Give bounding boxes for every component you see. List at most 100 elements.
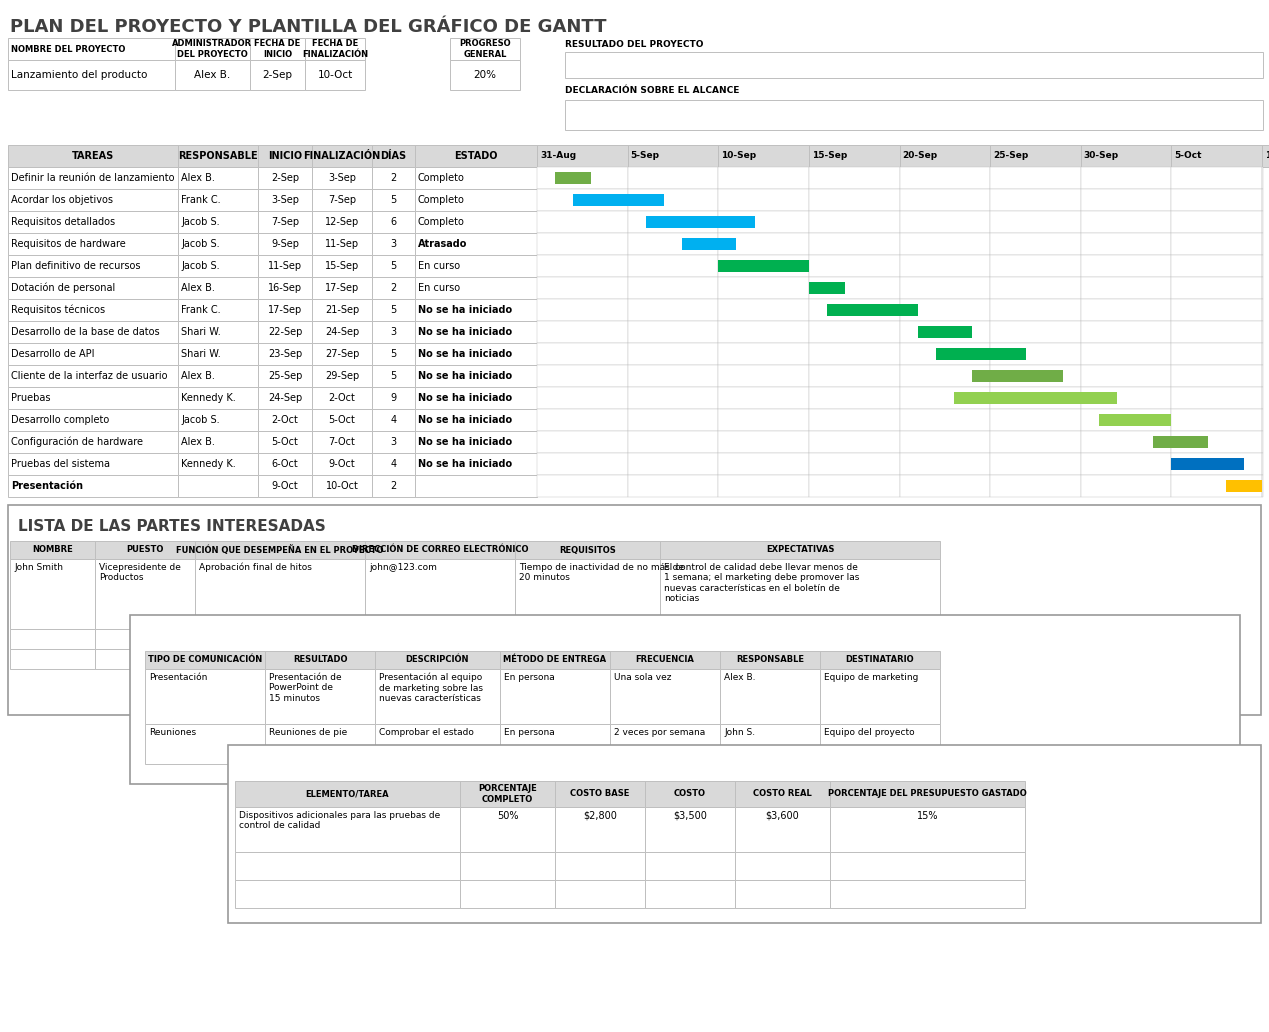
Bar	[235, 807, 459, 852]
Text: Jacob S.: Jacob S.	[181, 239, 220, 249]
Bar	[1081, 475, 1171, 497]
Bar	[628, 365, 718, 387]
Bar	[565, 52, 1263, 78]
Bar	[258, 365, 312, 387]
Text: PLAN DE COMUNICACIÓN: PLAN DE COMUNICACIÓN	[140, 625, 354, 640]
Text: INICIO: INICIO	[268, 151, 302, 161]
Bar	[312, 146, 372, 167]
Bar	[250, 60, 305, 90]
Bar	[250, 38, 305, 60]
Bar	[718, 365, 808, 387]
Bar	[820, 651, 940, 669]
Bar	[718, 255, 808, 277]
Text: 3-Sep: 3-Sep	[272, 195, 299, 205]
Bar	[628, 277, 718, 299]
Bar	[1171, 233, 1261, 255]
Bar	[808, 453, 900, 475]
Text: Reuniones: Reuniones	[148, 728, 197, 737]
Bar	[415, 255, 537, 277]
Bar	[258, 277, 312, 299]
Bar	[178, 321, 258, 343]
Bar	[515, 541, 660, 559]
Bar	[8, 233, 178, 255]
Bar	[628, 299, 718, 321]
Bar	[1171, 409, 1261, 431]
Text: Requisitos detallados: Requisitos detallados	[11, 217, 115, 227]
Text: 15-Sep: 15-Sep	[812, 152, 848, 161]
Text: $3,500: $3,500	[673, 811, 707, 821]
Bar	[1171, 211, 1261, 233]
Bar	[537, 409, 628, 431]
Bar	[372, 233, 415, 255]
Text: 11-Sep: 11-Sep	[325, 239, 359, 249]
Bar	[8, 453, 178, 475]
Bar	[990, 387, 1081, 409]
Bar	[720, 724, 820, 764]
Bar	[900, 189, 990, 211]
Bar	[178, 475, 258, 497]
Bar	[990, 475, 1081, 497]
Text: Presentación: Presentación	[11, 481, 82, 491]
Text: 23-Sep: 23-Sep	[268, 349, 302, 359]
Bar	[972, 369, 1062, 382]
Text: 5: 5	[391, 370, 397, 381]
Bar	[372, 475, 415, 497]
Bar	[258, 321, 312, 343]
Text: 27-Sep: 27-Sep	[325, 349, 359, 359]
Bar	[808, 387, 900, 409]
Bar	[450, 38, 520, 60]
Bar	[235, 781, 459, 807]
Bar	[8, 189, 178, 211]
Bar	[610, 669, 720, 724]
Bar	[145, 724, 265, 764]
Text: 2-Sep: 2-Sep	[263, 70, 292, 80]
Bar	[900, 146, 990, 167]
Bar	[900, 343, 990, 365]
Text: COSTO REAL: COSTO REAL	[753, 789, 812, 799]
Text: Jacob S.: Jacob S.	[181, 415, 220, 425]
Bar	[900, 233, 990, 255]
Text: 2: 2	[391, 481, 397, 491]
Text: 6: 6	[391, 217, 396, 227]
Bar	[372, 409, 415, 431]
Text: Requisitos técnicos: Requisitos técnicos	[11, 304, 105, 315]
Bar	[1081, 387, 1171, 409]
Bar	[990, 299, 1081, 321]
Bar	[628, 409, 718, 431]
Text: 3: 3	[391, 239, 396, 249]
Text: Aprobación final de hitos: Aprobación final de hitos	[199, 563, 312, 573]
Text: COSTO: COSTO	[674, 789, 706, 799]
Bar	[415, 299, 537, 321]
Text: DECLARACIÓN SOBRE EL ALCANCE: DECLARACIÓN SOBRE EL ALCANCE	[565, 86, 740, 95]
Text: Presentación de
PowerPoint de
15 minutos: Presentación de PowerPoint de 15 minutos	[269, 673, 341, 703]
Bar	[537, 365, 628, 387]
Bar	[1081, 299, 1171, 321]
Text: Dispositivos adicionales para las pruebas de
control de calidad: Dispositivos adicionales para las prueba…	[239, 811, 440, 831]
Text: 5: 5	[391, 305, 397, 315]
Bar	[515, 559, 660, 628]
Bar	[365, 628, 515, 649]
Bar	[537, 299, 628, 321]
Bar	[178, 387, 258, 409]
Bar	[8, 255, 178, 277]
Bar	[450, 60, 520, 90]
Bar	[1171, 365, 1261, 387]
Bar	[195, 541, 365, 559]
Text: No se ha iniciado: No se ha iniciado	[418, 437, 513, 447]
Bar	[990, 167, 1081, 189]
Text: DESCRIPCIÓN: DESCRIPCIÓN	[406, 655, 470, 665]
Bar	[808, 255, 900, 277]
Text: 9-Oct: 9-Oct	[272, 481, 298, 491]
Text: 12-Sep: 12-Sep	[325, 217, 359, 227]
Bar	[1081, 321, 1171, 343]
Bar	[178, 277, 258, 299]
Text: $3,600: $3,600	[765, 811, 799, 821]
Text: 4: 4	[391, 459, 396, 469]
Text: 3: 3	[391, 327, 396, 337]
Bar	[990, 321, 1081, 343]
Text: Presentación: Presentación	[148, 673, 207, 682]
Bar	[312, 211, 372, 233]
Bar	[372, 453, 415, 475]
Bar	[178, 211, 258, 233]
Bar	[376, 651, 500, 669]
